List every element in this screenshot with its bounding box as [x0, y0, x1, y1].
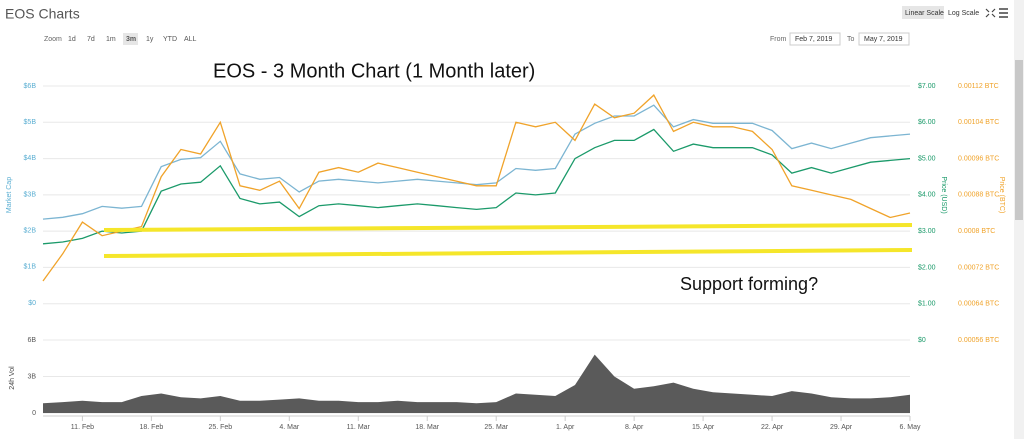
y-axis-title: Market Cap	[6, 177, 13, 213]
x-tick-label: 8. Apr	[625, 424, 644, 431]
zoom-button[interactable]: 1d	[68, 36, 76, 43]
support-line	[103, 223, 913, 232]
scale-button-bg[interactable]	[902, 6, 944, 19]
y3-tick-label: 0.0008 BTC	[958, 228, 995, 235]
y-tick-label: 0	[32, 410, 36, 417]
zoom-label: Zoom	[44, 36, 62, 43]
y-tick-label: $2B	[24, 228, 37, 235]
y-axis-title: 24h Vol	[9, 366, 16, 390]
from-value[interactable]: Feb 7, 2019	[795, 36, 832, 43]
scroll-thumb[interactable]	[1015, 60, 1023, 220]
zoom-button[interactable]: 1m	[106, 36, 116, 43]
x-tick-label: 18. Feb	[140, 424, 164, 431]
to-input[interactable]	[858, 32, 910, 46]
y-tick-label: $6B	[24, 83, 37, 90]
y-tick-label: 6B	[27, 337, 36, 344]
from-input[interactable]	[789, 32, 841, 46]
x-tick-label: 4. Mar	[279, 424, 300, 431]
x-tick-label: 25. Mar	[484, 424, 508, 431]
y2-tick-label: $6.00	[918, 119, 936, 126]
volume-area	[43, 354, 910, 413]
series-line	[42, 94, 911, 282]
y2-tick-label: $7.00	[918, 83, 936, 90]
y3-tick-label: 0.00096 BTC	[958, 155, 999, 162]
y3-tick-label: 0.00064 BTC	[958, 301, 999, 308]
y2-tick-label: $0	[918, 337, 926, 344]
x-tick-label: 1. Apr	[556, 424, 575, 431]
y-tick-label: $5B	[24, 119, 37, 126]
x-tick-label: 11. Feb	[71, 424, 94, 431]
y3-axis-title: Price (BTC)	[998, 177, 1005, 214]
x-tick-label: 25. Feb	[208, 424, 232, 431]
series-line	[42, 128, 911, 245]
y-tick-label: $0	[28, 300, 36, 307]
scale-button[interactable]: Log Scale	[948, 10, 979, 17]
y-tick-label: $1B	[24, 264, 37, 271]
zoom-button[interactable]: YTD	[163, 36, 177, 43]
to-value[interactable]: May 7, 2019	[864, 36, 903, 43]
from-label: From	[770, 36, 787, 43]
y2-axis-title: Price (USD)	[940, 176, 947, 213]
annotation: EOS - 3 Month Chart (1 Month later)	[213, 60, 535, 82]
annotation: Support forming?	[680, 274, 818, 294]
menu-icon[interactable]	[999, 8, 1008, 18]
y-tick-label: $4B	[24, 155, 37, 162]
x-tick-label: 6. May	[899, 424, 921, 431]
zoom-buttons[interactable]: 1d 7d 1m 3m 1y YTD ALL	[68, 33, 197, 45]
zoom-button[interactable]: ALL	[184, 36, 197, 43]
x-tick-label: 18. Mar	[415, 424, 439, 431]
y3-tick-label: 0.00056 BTC	[958, 337, 999, 344]
support-line	[103, 248, 913, 258]
y2-tick-label: $3.00	[918, 228, 936, 235]
x-tick-label: 22. Apr	[761, 424, 784, 431]
scale-button[interactable]: Linear Scale	[905, 10, 944, 17]
y-tick-label: 3B	[27, 373, 36, 380]
zoom-button[interactable]: 3m	[126, 36, 136, 43]
y3-tick-label: 0.00104 BTC	[958, 119, 999, 126]
x-tick-label: 11. Mar	[347, 424, 371, 431]
zoom-button[interactable]: 7d	[87, 36, 95, 43]
y2-tick-label: $1.00	[918, 301, 936, 308]
y2-tick-label: $5.00	[918, 155, 936, 162]
fullscreen-icon[interactable]	[985, 8, 996, 18]
zoom-button[interactable]: 1y	[146, 36, 154, 43]
x-tick-label: 29. Apr	[830, 424, 853, 431]
y2-tick-label: $4.00	[918, 192, 936, 199]
toolbar-icons[interactable]	[985, 8, 1008, 18]
page-title: EOS Charts	[5, 6, 80, 22]
x-tick-label: 15. Apr	[692, 424, 715, 431]
y3-tick-label: 0.00072 BTC	[958, 264, 999, 271]
to-label: To	[847, 36, 855, 43]
y2-tick-label: $2.00	[918, 264, 936, 271]
series-line	[42, 104, 911, 220]
y3-tick-label: 0.00112 BTC	[958, 83, 999, 90]
zoom-button-bg[interactable]	[123, 33, 138, 45]
y3-tick-label: 0.00088 BTC	[958, 192, 999, 199]
y-tick-label: $3B	[24, 191, 37, 198]
